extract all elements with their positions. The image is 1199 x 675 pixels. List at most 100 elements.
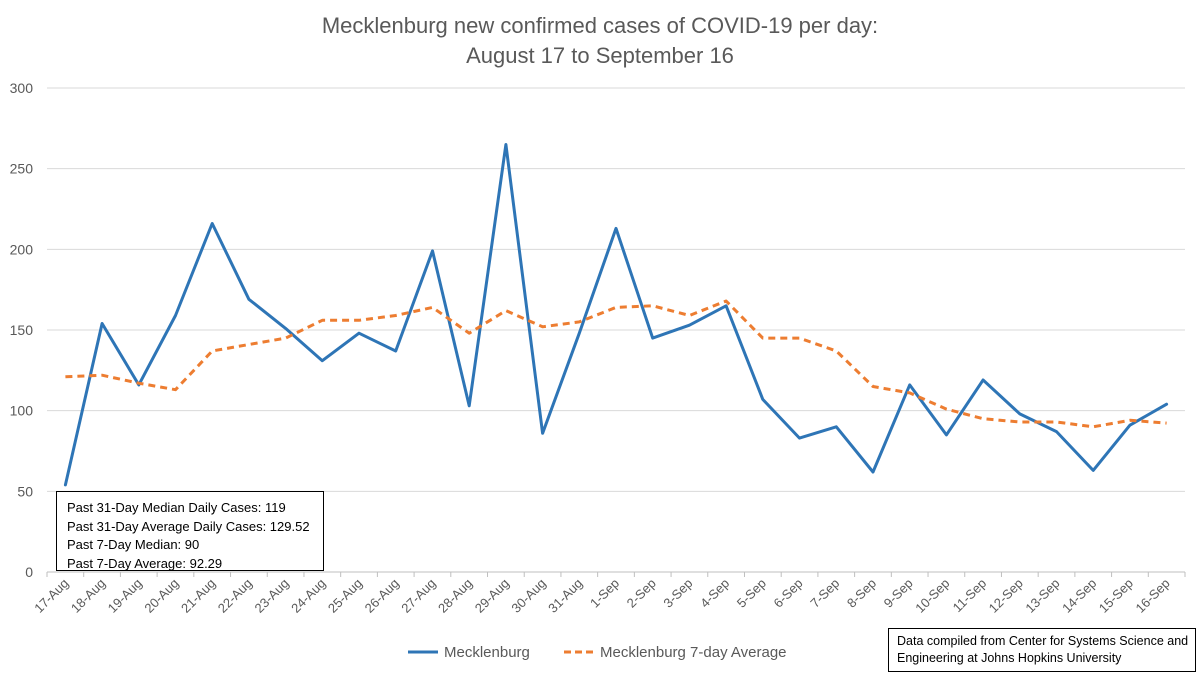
x-tick-label: 14-Sep	[1059, 576, 1099, 616]
data-point	[871, 385, 874, 388]
x-axis-tick-labels: 17-Aug18-Aug19-Aug20-Aug21-Aug22-Aug23-A…	[31, 576, 1173, 616]
x-tick-label: 13-Sep	[1022, 576, 1062, 616]
x-tick-label: 2-Sep	[624, 576, 659, 611]
stats-7day-median: Past 7-Day Median: 90	[67, 537, 200, 552]
x-tick-label: 16-Sep	[1133, 576, 1173, 616]
data-point	[578, 332, 581, 335]
legend: Mecklenburg Mecklenburg 7-day Average	[408, 644, 787, 661]
x-tick-label: 6-Sep	[771, 576, 806, 611]
y-tick-label: 100	[10, 403, 34, 419]
data-point	[578, 320, 581, 323]
stats-31day-average: Past 31-Day Average Daily Cases: 129.52	[67, 518, 310, 534]
x-tick-label: 24-Aug	[288, 576, 328, 616]
data-point	[247, 298, 250, 301]
chart-title-line-2: August 17 to September 16	[466, 43, 734, 68]
source-line-1: Data compiled from Center for Systems Sc…	[897, 634, 1189, 648]
data-point	[321, 319, 324, 322]
data-point	[541, 325, 544, 328]
x-tick-label: 26-Aug	[362, 576, 402, 616]
data-point	[982, 417, 985, 420]
data-point	[688, 324, 691, 327]
data-point	[101, 322, 104, 325]
data-point	[945, 408, 948, 411]
y-axis-tick-labels: 0 50 100 150 200 250 300	[10, 80, 34, 580]
data-point	[284, 337, 287, 340]
data-point	[615, 306, 618, 309]
data-point	[908, 391, 911, 394]
x-tick-label: 28-Aug	[435, 576, 475, 616]
data-point	[468, 404, 471, 407]
x-tick-label: 12-Sep	[986, 576, 1026, 616]
source-line-2: Engineering at Johns Hopkins University	[897, 651, 1122, 665]
data-point	[1055, 430, 1058, 433]
data-point	[64, 375, 67, 378]
data-point	[468, 332, 471, 335]
y-tick-label: 50	[17, 483, 33, 499]
data-point	[431, 249, 434, 252]
data-point	[871, 470, 874, 473]
data-point	[174, 388, 177, 391]
data-point	[358, 319, 361, 322]
data-point	[1128, 419, 1131, 422]
x-tick-label: 10-Sep	[912, 576, 952, 616]
data-point	[1018, 412, 1021, 415]
stats-summary-box: Past 31-Day Median Daily Cases: 119 Past…	[56, 491, 324, 571]
chart-title: Mecklenburg new confirmed cases of COVID…	[322, 13, 878, 68]
data-point	[394, 349, 397, 352]
data-point	[358, 332, 361, 335]
data-point	[761, 398, 764, 401]
data-point	[835, 425, 838, 428]
data-point	[725, 304, 728, 307]
series-line-mecklenburg	[63, 143, 1169, 487]
x-tick-label: 29-Aug	[472, 576, 512, 616]
data-point	[761, 337, 764, 340]
data-point	[725, 299, 728, 302]
data-point	[1165, 422, 1168, 425]
x-tick-label: 22-Aug	[215, 576, 255, 616]
data-source-note: Data compiled from Center for Systems Sc…	[888, 628, 1196, 672]
x-tick-label: 15-Sep	[1096, 576, 1136, 616]
data-point	[1128, 424, 1131, 427]
legend-label-mecklenburg: Mecklenburg	[444, 644, 530, 661]
stats-7day-average: Past 7-Day Average: 92.29	[67, 555, 223, 571]
y-tick-label: 150	[10, 322, 34, 338]
x-tick-label: 1-Sep	[587, 576, 622, 611]
x-tick-label: 25-Aug	[325, 576, 365, 616]
x-tick-label: 5-Sep	[734, 576, 769, 611]
x-tick-label: 7-Sep	[807, 576, 842, 611]
x-tick-label: 31-Aug	[545, 576, 585, 616]
data-point	[1092, 469, 1095, 472]
data-point	[174, 314, 177, 317]
data-point	[798, 337, 801, 340]
x-tick-label: 9-Sep	[881, 576, 916, 611]
x-tick-label: 8-Sep	[844, 576, 879, 611]
y-tick-label: 300	[10, 80, 34, 96]
x-tick-label: 11-Sep	[950, 576, 990, 616]
data-point	[908, 383, 911, 386]
data-point	[1092, 425, 1095, 428]
data-point	[982, 379, 985, 382]
x-tick-label: 30-Aug	[508, 576, 548, 616]
x-tick-label: 17-Aug	[31, 576, 71, 616]
data-point	[688, 314, 691, 317]
data-point	[541, 432, 544, 435]
data-point	[651, 304, 654, 307]
data-point	[1018, 420, 1021, 423]
data-point	[211, 349, 214, 352]
data-point	[615, 227, 618, 230]
data-point	[798, 437, 801, 440]
x-tick-label: 21-Aug	[178, 576, 218, 616]
data-point	[835, 349, 838, 352]
data-point	[1055, 420, 1058, 423]
data-point	[504, 309, 507, 312]
data-point	[321, 359, 324, 362]
x-tick-label: 4-Sep	[697, 576, 732, 611]
data-point	[211, 222, 214, 225]
x-tick-label: 23-Aug	[251, 576, 291, 616]
data-point	[1165, 403, 1168, 406]
data-point	[945, 433, 948, 436]
x-tick-label: 18-Aug	[68, 576, 108, 616]
data-point	[431, 306, 434, 309]
data-point	[101, 374, 104, 377]
